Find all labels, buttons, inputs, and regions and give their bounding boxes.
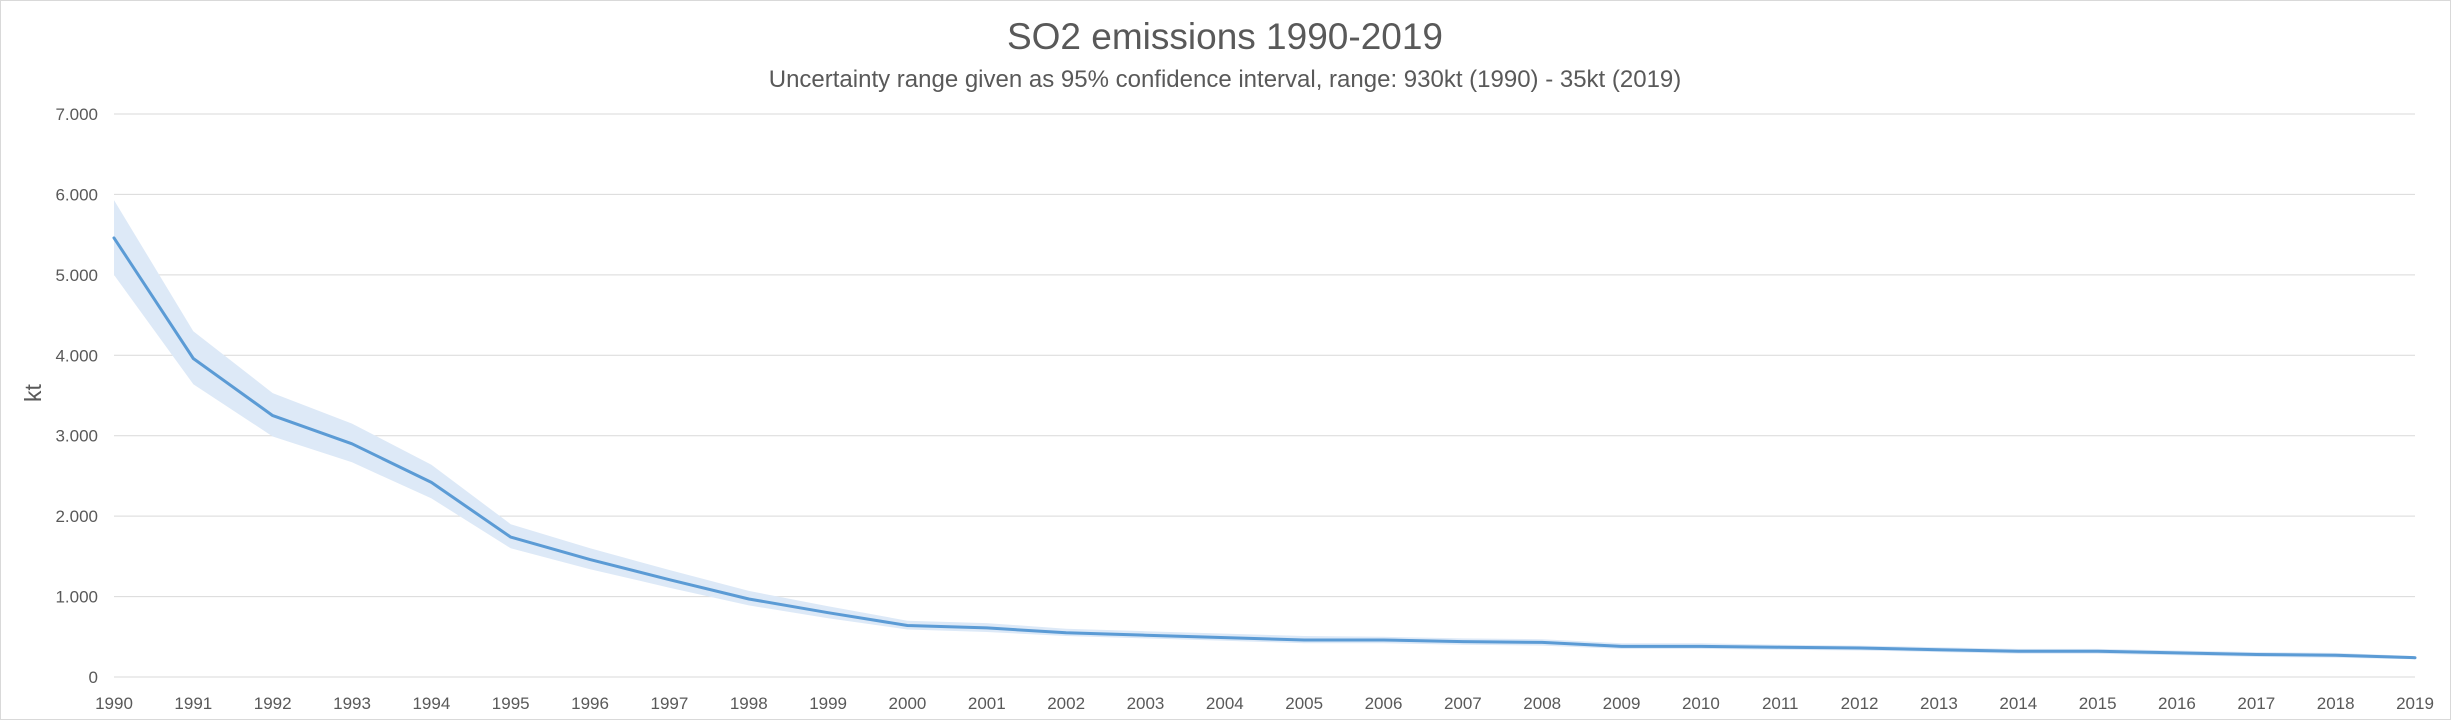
x-tick-label: 1992 <box>254 694 292 713</box>
x-tick-label: 1998 <box>730 694 768 713</box>
x-tick-label: 1993 <box>333 694 371 713</box>
x-tick-label: 1999 <box>809 694 847 713</box>
x-tick-label: 2014 <box>1999 694 2037 713</box>
x-tick-label: 2009 <box>1603 694 1641 713</box>
x-tick-label: 2004 <box>1206 694 1244 713</box>
y-axis-label: kt <box>20 383 46 402</box>
x-tick-label: 1996 <box>571 694 609 713</box>
y-tick-label: 7.000 <box>55 105 98 124</box>
x-tick-label: 2015 <box>2079 694 2117 713</box>
x-tick-label: 2000 <box>889 694 927 713</box>
x-tick-label: 1995 <box>492 694 530 713</box>
y-tick-label: 0 <box>89 668 98 687</box>
y-tick-label: 4.000 <box>55 346 98 365</box>
x-tick-label: 1994 <box>412 694 450 713</box>
x-tick-label: 2003 <box>1127 694 1165 713</box>
x-tick-label: 2002 <box>1047 694 1085 713</box>
y-tick-label: 2.000 <box>55 507 98 526</box>
x-tick-label: 2017 <box>2237 694 2275 713</box>
y-tick-labels: 0 1.000 2.000 3.000 4.000 5.000 6.000 7.000 <box>55 105 98 687</box>
x-tick-label: 2012 <box>1841 694 1879 713</box>
so2-emissions-line <box>112 236 2417 660</box>
x-tick-label: 2018 <box>2317 694 2355 713</box>
y-tick-label: 5.000 <box>55 266 98 285</box>
x-tick-label: 1997 <box>650 694 688 713</box>
chart-subtitle: Uncertainty range given as 95% confidenc… <box>769 66 1682 93</box>
x-tick-label: 1990 <box>95 694 133 713</box>
x-tick-label: 2011 <box>1762 694 1799 713</box>
y-tick-label: 3.000 <box>55 427 98 446</box>
x-tick-label: 2008 <box>1523 694 1561 713</box>
x-tick-label: 2010 <box>1682 694 1720 713</box>
chart-title: SO2 emissions 1990-2019 <box>1007 16 1443 57</box>
x-tick-label: 2007 <box>1444 694 1482 713</box>
x-tick-label: 2016 <box>2158 694 2196 713</box>
gridlines <box>114 113 2415 678</box>
y-tick-label: 6.000 <box>55 185 98 204</box>
confidence-interval-band <box>114 200 2415 660</box>
x-tick-labels: 1990 1991 1992 1993 1994 1995 1996 1997 1998 1999… <box>95 694 2434 713</box>
x-tick-label: 2001 <box>968 694 1006 713</box>
x-tick-label: 2005 <box>1285 694 1323 713</box>
emissions-line-layer <box>112 236 2417 660</box>
y-tick-label: 1.000 <box>55 588 98 607</box>
x-tick-label: 2006 <box>1365 694 1403 713</box>
x-tick-label: 1991 <box>174 694 212 713</box>
confidence-band-layer <box>114 200 2415 660</box>
x-tick-label: 2019 <box>2396 694 2434 713</box>
x-tick-label: 2013 <box>1920 694 1958 713</box>
